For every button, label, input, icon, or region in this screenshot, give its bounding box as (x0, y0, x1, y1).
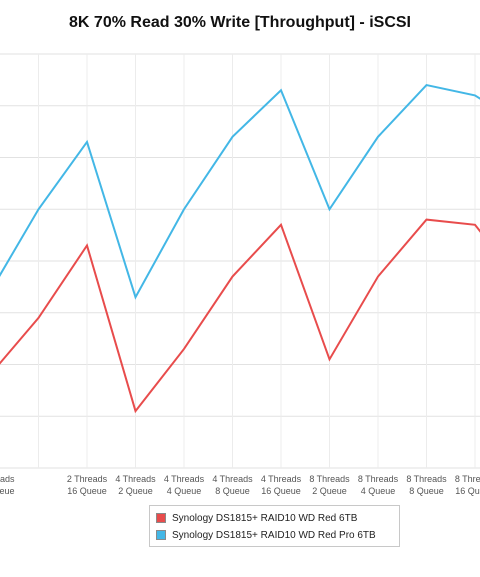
x-tick-label: 4 Threads (115, 474, 156, 484)
x-tick-label: 2 Queue (312, 486, 347, 496)
x-tick-label: 8 Queue (409, 486, 444, 496)
x-tick-label: 8 Threads (309, 474, 350, 484)
x-tick-label: 8 Threads (455, 474, 480, 484)
x-tick-label: 4 Queue (167, 486, 202, 496)
series-line-blue (0, 83, 480, 300)
x-tick-label: 4 Threads (261, 474, 302, 484)
x-tick-label: Threads (0, 474, 15, 484)
x-tick-label: 16 Queue (261, 486, 301, 496)
x-tick-label: 16 Queue (67, 486, 107, 496)
series-line-red (0, 218, 480, 414)
x-axis-tick-labels: Threads Queue 2 Threads 16 Queue 4 Threads 2 … (0, 474, 480, 496)
x-tick-label: 4 Threads (212, 474, 253, 484)
x-tick-label: 4 Threads (164, 474, 205, 484)
x-tick-label: 2 Threads (67, 474, 108, 484)
legend-item-blue: Synology DS1815+ RAID10 WD Red Pro 6TB (156, 528, 376, 542)
x-tick-label: Queue (0, 486, 15, 496)
legend-label-blue: Synology DS1815+ RAID10 WD Red Pro 6TB (172, 529, 376, 541)
x-tick-label: 16 Queue (455, 486, 480, 496)
x-tick-label: 4 Queue (361, 486, 396, 496)
legend: Synology DS1815+ RAID10 WD Red 6TB Synol… (149, 505, 400, 547)
x-tick-label: 8 Threads (406, 474, 447, 484)
series-lines (0, 83, 480, 414)
x-tick-label: 8 Threads (358, 474, 399, 484)
chart-title: 8K 70% Read 30% Write [Throughput] - iSC… (69, 14, 411, 31)
legend-label-red: Synology DS1815+ RAID10 WD Red 6TB (172, 512, 358, 524)
legend-swatch-red (156, 513, 166, 523)
legend-item-red: Synology DS1815+ RAID10 WD Red 6TB (156, 511, 357, 525)
x-tick-label: 8 Queue (215, 486, 250, 496)
legend-swatch-blue (156, 530, 166, 540)
x-tick-label: 2 Queue (118, 486, 153, 496)
gridlines (0, 53, 480, 469)
